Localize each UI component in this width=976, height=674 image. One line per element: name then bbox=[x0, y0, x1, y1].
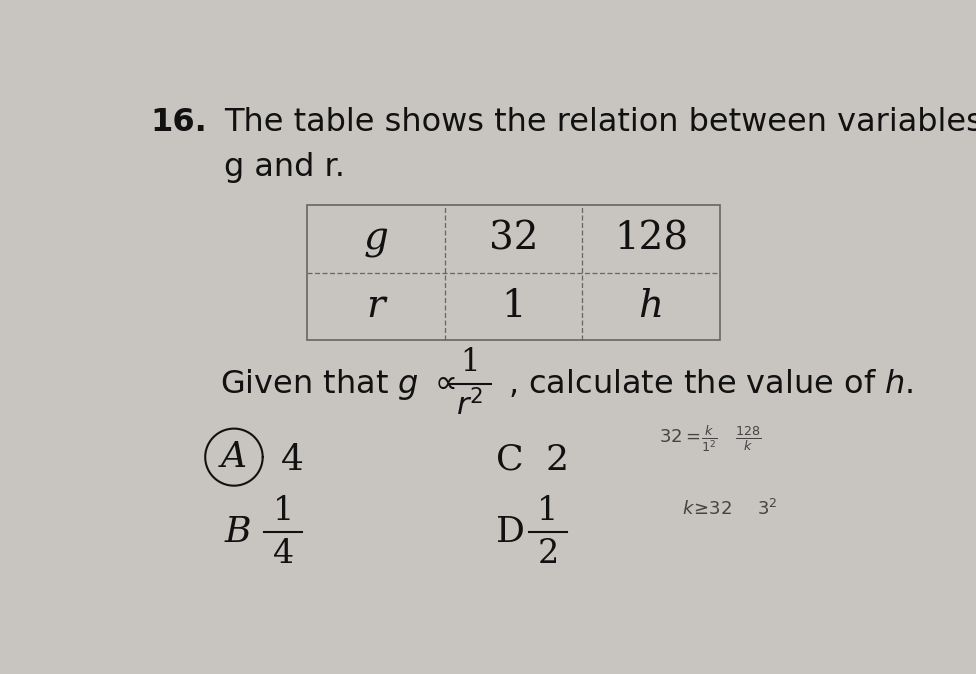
Text: Given that $g$ $\propto$: Given that $g$ $\propto$ bbox=[221, 367, 457, 402]
Text: $32=\!\frac{k}{1^2}$: $32=\!\frac{k}{1^2}$ bbox=[659, 423, 717, 454]
Bar bbox=[307, 206, 719, 340]
Text: B: B bbox=[224, 516, 251, 549]
Text: 1: 1 bbox=[501, 288, 526, 325]
Text: 1: 1 bbox=[272, 495, 294, 526]
Text: $k\!\geq\!32$: $k\!\geq\!32$ bbox=[681, 500, 732, 518]
Text: $\frac{128}{k}$: $\frac{128}{k}$ bbox=[735, 425, 760, 453]
Text: 1: 1 bbox=[461, 347, 479, 378]
Text: 1: 1 bbox=[537, 495, 558, 526]
Text: C: C bbox=[497, 443, 524, 477]
Text: h: h bbox=[638, 288, 664, 325]
Text: 4: 4 bbox=[272, 539, 294, 570]
Text: g and r.: g and r. bbox=[224, 152, 346, 183]
Text: The table shows the relation between variables: The table shows the relation between var… bbox=[224, 106, 976, 137]
Text: 2: 2 bbox=[537, 539, 558, 570]
Text: g: g bbox=[364, 220, 388, 257]
Text: , calculate the value of $h$.: , calculate the value of $h$. bbox=[508, 369, 914, 400]
Text: $r^2$: $r^2$ bbox=[456, 390, 484, 423]
Text: $3^2$: $3^2$ bbox=[757, 499, 778, 519]
Text: r: r bbox=[367, 288, 386, 325]
Text: 32: 32 bbox=[489, 220, 538, 257]
Text: D: D bbox=[497, 516, 525, 549]
Text: 128: 128 bbox=[614, 220, 688, 257]
Text: 16.: 16. bbox=[150, 106, 208, 137]
Text: A: A bbox=[221, 440, 247, 474]
Text: 4: 4 bbox=[281, 443, 304, 477]
Text: 2: 2 bbox=[546, 443, 569, 477]
